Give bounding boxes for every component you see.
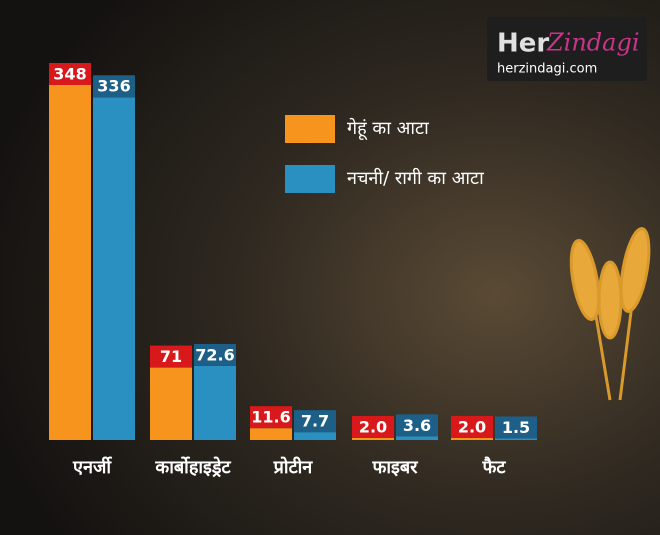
x-tick-label: कार्बोहाइड्रेट (154, 456, 231, 478)
value-label: 3.6 (403, 416, 431, 435)
value-label: 348 (53, 65, 86, 84)
value-label-box (93, 75, 135, 98)
bar (396, 436, 438, 440)
value-label-box (294, 410, 336, 433)
value-label: 2.0 (458, 417, 486, 436)
value-label-box (194, 343, 236, 366)
value-label-box (451, 415, 493, 438)
wheat-decoration (569, 227, 651, 401)
x-tick-label: प्रोटीन (273, 456, 314, 478)
bar (495, 438, 537, 440)
value-label-box (396, 414, 438, 437)
logo-box (487, 17, 647, 81)
value-label: 336 (97, 77, 130, 96)
value-label-box (150, 345, 192, 368)
value-label: 72.6 (195, 345, 234, 364)
bar (49, 85, 91, 440)
value-label-box (49, 63, 91, 85)
logo-brand: Her (497, 29, 549, 59)
value-label-box (352, 415, 394, 438)
legend-swatch (285, 165, 335, 193)
bar (150, 367, 192, 440)
value-label: 11.6 (251, 408, 290, 427)
value-label: 71 (160, 347, 182, 366)
bar (93, 97, 135, 440)
value-label: 1.5 (502, 418, 530, 437)
x-tick-label: फाइबर (371, 457, 418, 478)
logo-script: Zindagi (546, 29, 640, 57)
value-label-box (495, 416, 537, 439)
bar (352, 437, 394, 440)
bar (451, 437, 493, 440)
value-label-box (250, 406, 292, 429)
bar (294, 432, 336, 440)
bar (194, 365, 236, 440)
legend-swatch (285, 115, 335, 143)
value-label: 2.0 (359, 417, 387, 436)
legend-label: नचनी/ रागी का आटा (347, 167, 484, 189)
value-label: 7.7 (301, 412, 329, 431)
bar (250, 428, 292, 440)
x-tick-label: एनर्जी (72, 456, 112, 478)
logo-site: herzindagi.com (497, 62, 597, 77)
x-tick-label: फैट (482, 456, 507, 478)
legend-label: गेहूं का आटा (347, 117, 429, 141)
